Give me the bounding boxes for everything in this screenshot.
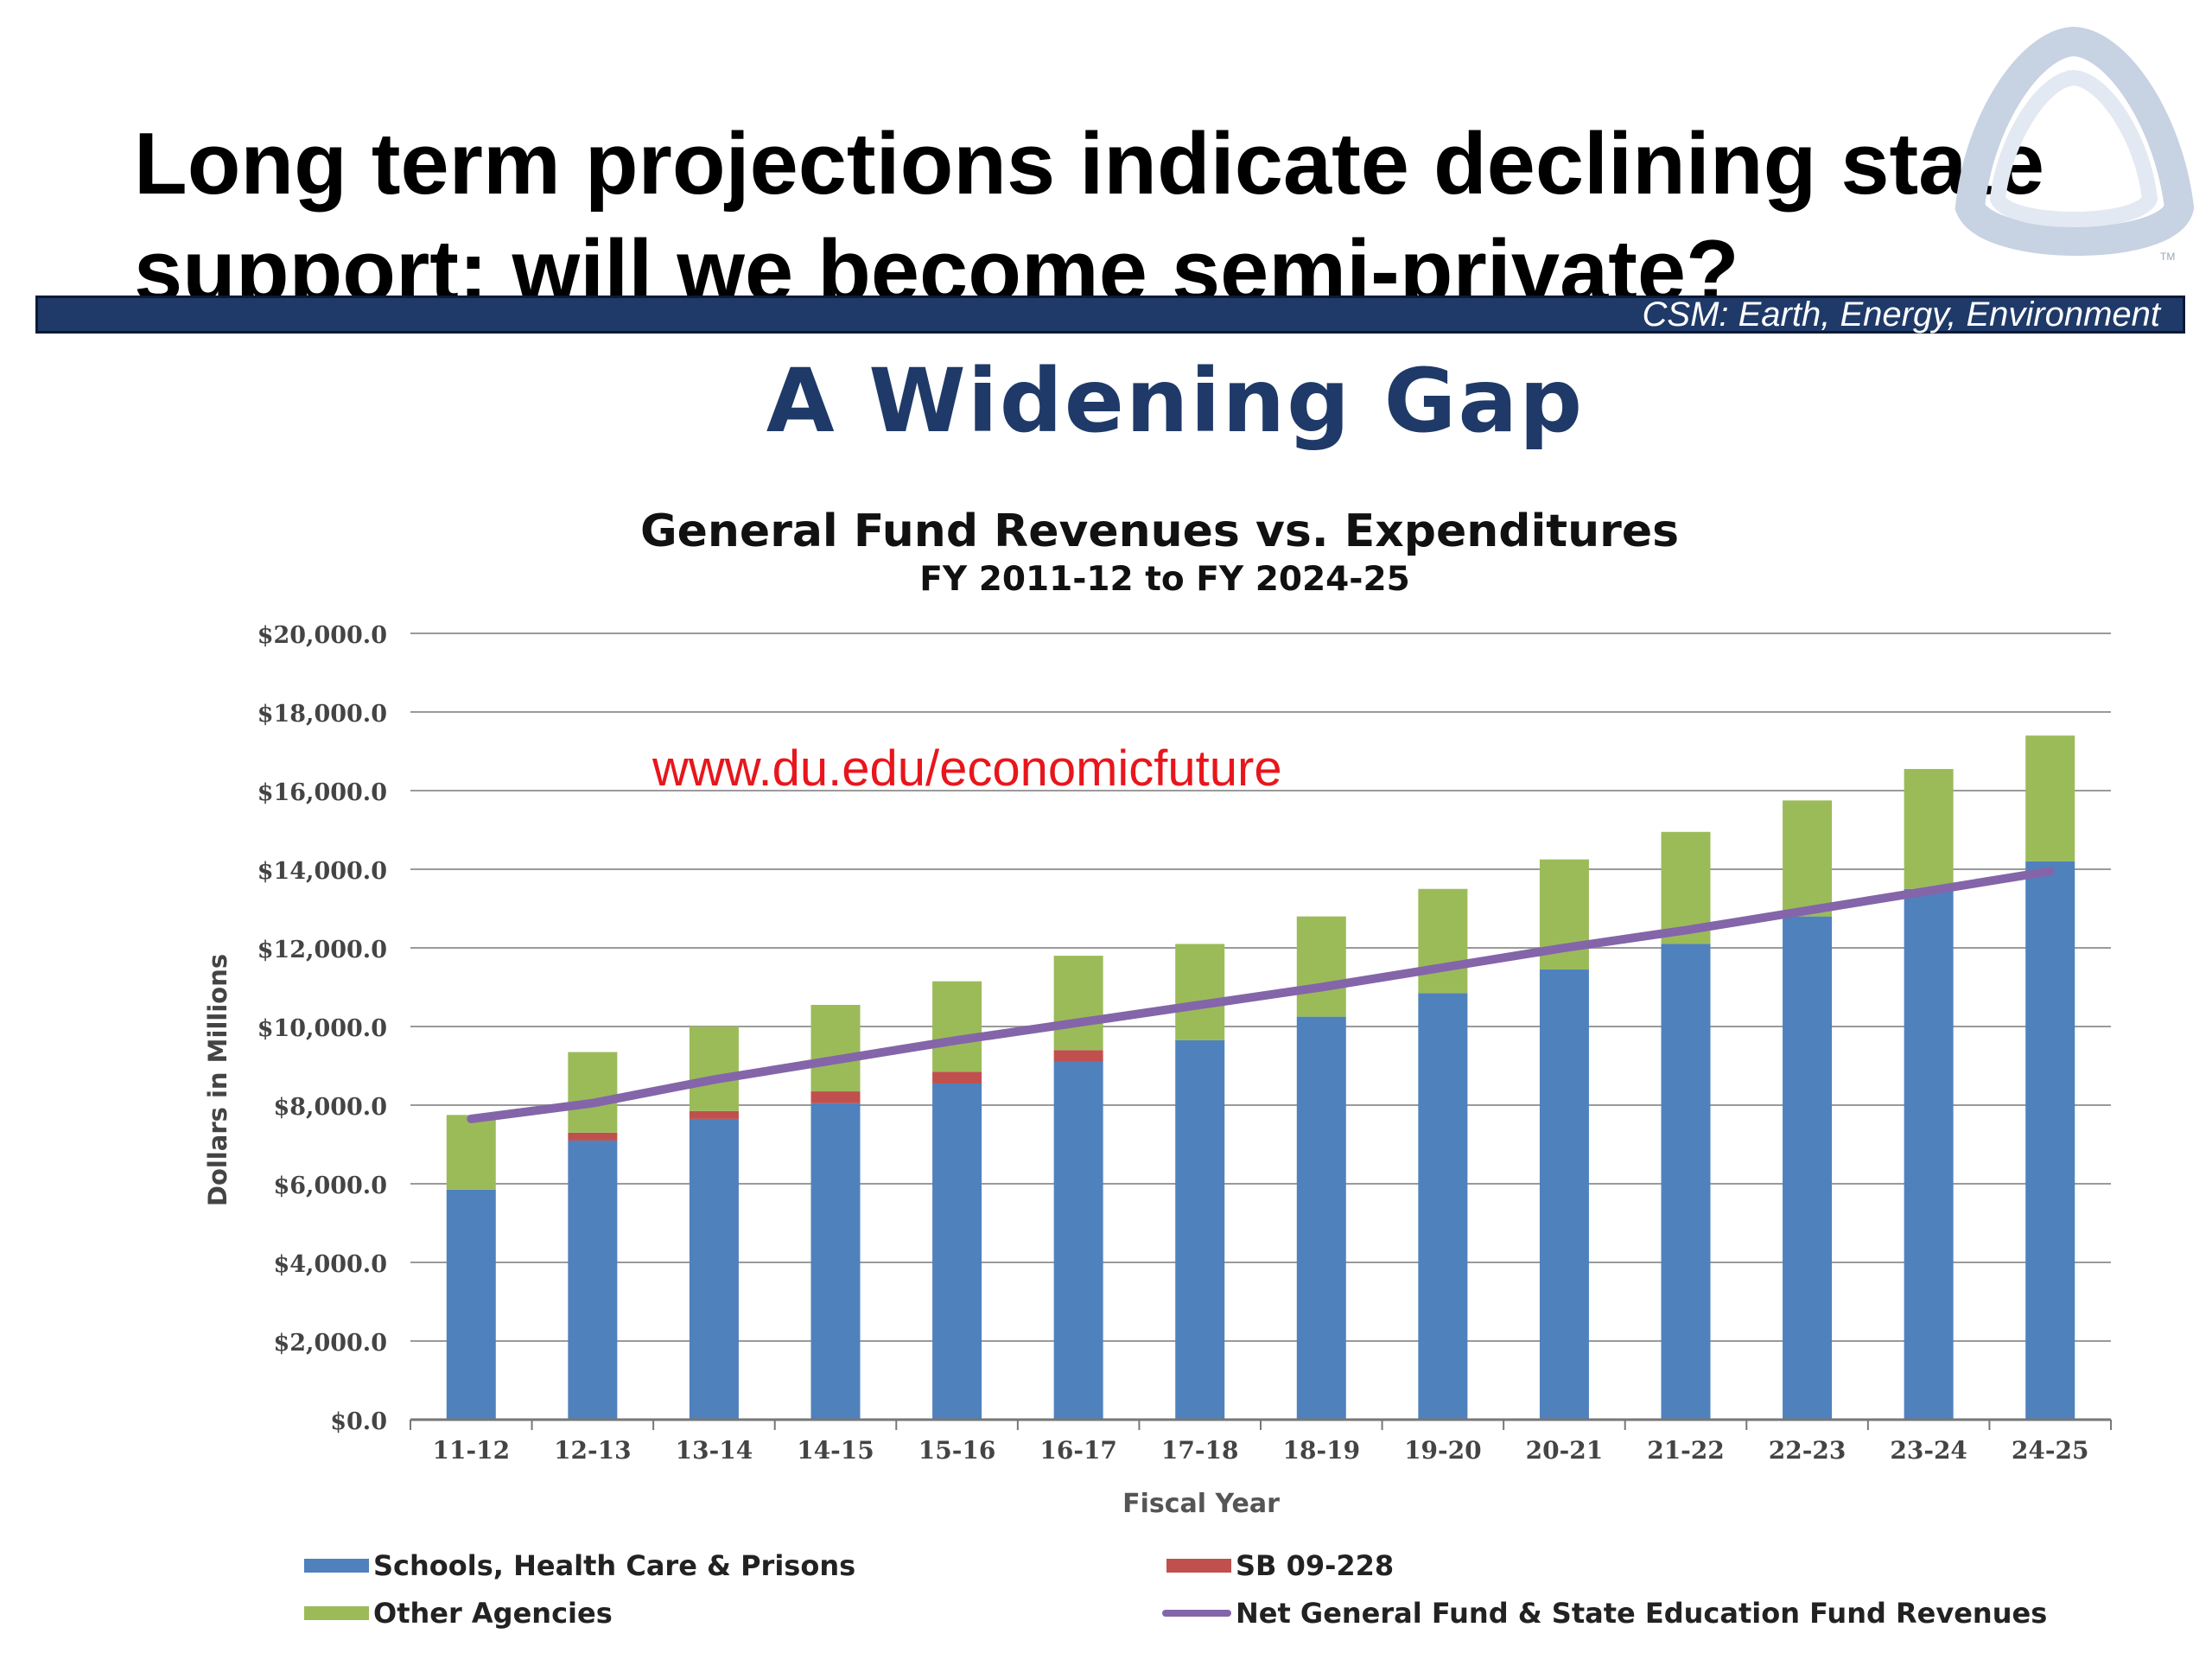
x-tick-label: 18-19 <box>1283 1436 1361 1465</box>
line-net-general-fund-revenues <box>467 867 2055 1123</box>
bar-other-agencies-24-25 <box>2025 735 2075 861</box>
legend-label-schools: Schools, Health Care & Prisons <box>373 1549 856 1582</box>
bar-other-agencies-23-24 <box>1904 768 1954 889</box>
bar-schools-health-care-prisons-21-22 <box>1661 944 1711 1420</box>
chart-title: General Fund Revenues vs. Expenditures <box>640 505 1679 557</box>
y-tick-label: $10,000.0 <box>257 1015 387 1042</box>
y-tick-label: $12,000.0 <box>257 937 387 963</box>
y-tick-label: $20,000.0 <box>257 622 387 649</box>
slide-heading: A Widening Gap <box>766 350 1585 453</box>
x-tick-label: 11-12 <box>433 1436 511 1465</box>
bar-schools-health-care-prisons-17-18 <box>1175 1039 1225 1420</box>
bar-schools-health-care-prisons-23-24 <box>1904 888 1954 1420</box>
y-tick-label: $18,000.0 <box>257 701 387 728</box>
bar-other-agencies-17-18 <box>1175 944 1225 1040</box>
slide-title-line-1: Long term projections indicate declining… <box>134 116 2045 213</box>
x-tick-label: 12-13 <box>554 1436 632 1465</box>
x-tick-label: 24-25 <box>2012 1436 2089 1465</box>
x-tick-label: 22-23 <box>1769 1436 1847 1465</box>
bar-other-agencies-14-15 <box>810 1004 861 1092</box>
bar-sb-09-228-14-15 <box>810 1091 861 1103</box>
bar-other-agencies-12-13 <box>568 1052 618 1133</box>
bar-schools-health-care-prisons-11-12 <box>446 1189 496 1420</box>
bar-sb-09-228-12-13 <box>568 1132 618 1141</box>
legend-swatch-other-agencies <box>304 1606 369 1620</box>
x-tick-label: 17-18 <box>1161 1436 1239 1465</box>
bar-schools-health-care-prisons-18-19 <box>1296 1016 1346 1420</box>
bar-schools-health-care-prisons-14-15 <box>810 1103 861 1420</box>
bar-schools-health-care-prisons-12-13 <box>568 1140 618 1420</box>
x-tick-label: 13-14 <box>676 1436 753 1465</box>
banner-bar: CSM: Earth, Energy, Environment <box>35 296 2185 334</box>
x-tick-label: 15-16 <box>918 1436 996 1465</box>
bar-sb-09-228-15-16 <box>932 1071 982 1084</box>
csm-triangle-logo-icon <box>1955 26 2195 256</box>
x-axis-label: Fiscal Year <box>1122 1489 1280 1519</box>
bar-schools-health-care-prisons-15-16 <box>932 1083 982 1420</box>
bar-schools-health-care-prisons-13-14 <box>689 1118 739 1420</box>
x-tick-label: 21-22 <box>1647 1436 1725 1465</box>
chart-axes: $0.0 $2,000.0 $4,000.0 $6,000.0 $8,000.0 $10,… <box>257 622 2112 1465</box>
chart-line-series <box>467 867 2055 1123</box>
bar-schools-health-care-prisons-20-21 <box>1539 969 1589 1420</box>
legend-label-sb-09-228: SB 09-228 <box>1236 1549 1395 1582</box>
y-tick-label: $0.0 <box>330 1408 387 1435</box>
bar-other-agencies-13-14 <box>689 1027 739 1111</box>
y-tick-label: $16,000.0 <box>257 779 387 806</box>
bar-other-agencies-18-19 <box>1296 916 1346 1017</box>
bar-schools-health-care-prisons-24-25 <box>2025 861 2075 1420</box>
banner-text: CSM: Earth, Energy, Environment <box>1642 296 2161 334</box>
bar-other-agencies-15-16 <box>932 981 982 1072</box>
bar-sb-09-228-16-17 <box>1053 1050 1103 1062</box>
slide-title: Long term projections indicate declining… <box>134 111 2078 325</box>
chart-subtitle: FY 2011-12 to FY 2024-25 <box>919 560 1410 599</box>
x-tick-label: 20-21 <box>1526 1436 1604 1465</box>
y-tick-label: $6,000.0 <box>273 1173 387 1199</box>
bar-other-agencies-19-20 <box>1418 888 1468 994</box>
x-tick-label: 14-15 <box>797 1436 874 1465</box>
url-annotation[interactable]: www.du.edu/economicfuture <box>652 741 1282 797</box>
bar-other-agencies-11-12 <box>446 1115 496 1190</box>
bar-schools-health-care-prisons-16-17 <box>1053 1061 1103 1420</box>
legend-label-other-agencies: Other Agencies <box>373 1597 613 1630</box>
bar-other-agencies-16-17 <box>1053 956 1103 1051</box>
y-tick-label: $14,000.0 <box>257 858 387 885</box>
x-tick-label: 19-20 <box>1404 1436 1482 1465</box>
bar-schools-health-care-prisons-19-20 <box>1418 993 1468 1420</box>
y-tick-label: $8,000.0 <box>273 1094 387 1121</box>
legend-label-net-revenues: Net General Fund & State Education Fund … <box>1236 1597 2048 1630</box>
legend-swatch-sb-09-228 <box>1166 1559 1231 1573</box>
bar-other-agencies-22-23 <box>1783 800 1833 917</box>
chart-bars <box>446 735 2075 1420</box>
trademark-mark: TM <box>2160 251 2176 263</box>
bar-sb-09-228-13-14 <box>689 1110 739 1119</box>
y-axis-label: Dollars in Millions <box>203 954 232 1206</box>
x-tick-label: 23-24 <box>1890 1436 1967 1465</box>
bar-schools-health-care-prisons-22-23 <box>1783 916 1833 1420</box>
legend-swatch-net-revenues <box>1162 1610 1231 1617</box>
y-tick-label: $2,000.0 <box>273 1330 387 1357</box>
legend-swatch-schools <box>304 1559 369 1573</box>
x-tick-label: 16-17 <box>1039 1436 1117 1465</box>
y-tick-label: $4,000.0 <box>273 1251 387 1278</box>
